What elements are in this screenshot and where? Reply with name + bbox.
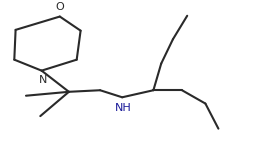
Text: N: N bbox=[39, 75, 47, 85]
Text: NH: NH bbox=[115, 103, 132, 113]
Text: O: O bbox=[55, 2, 64, 12]
